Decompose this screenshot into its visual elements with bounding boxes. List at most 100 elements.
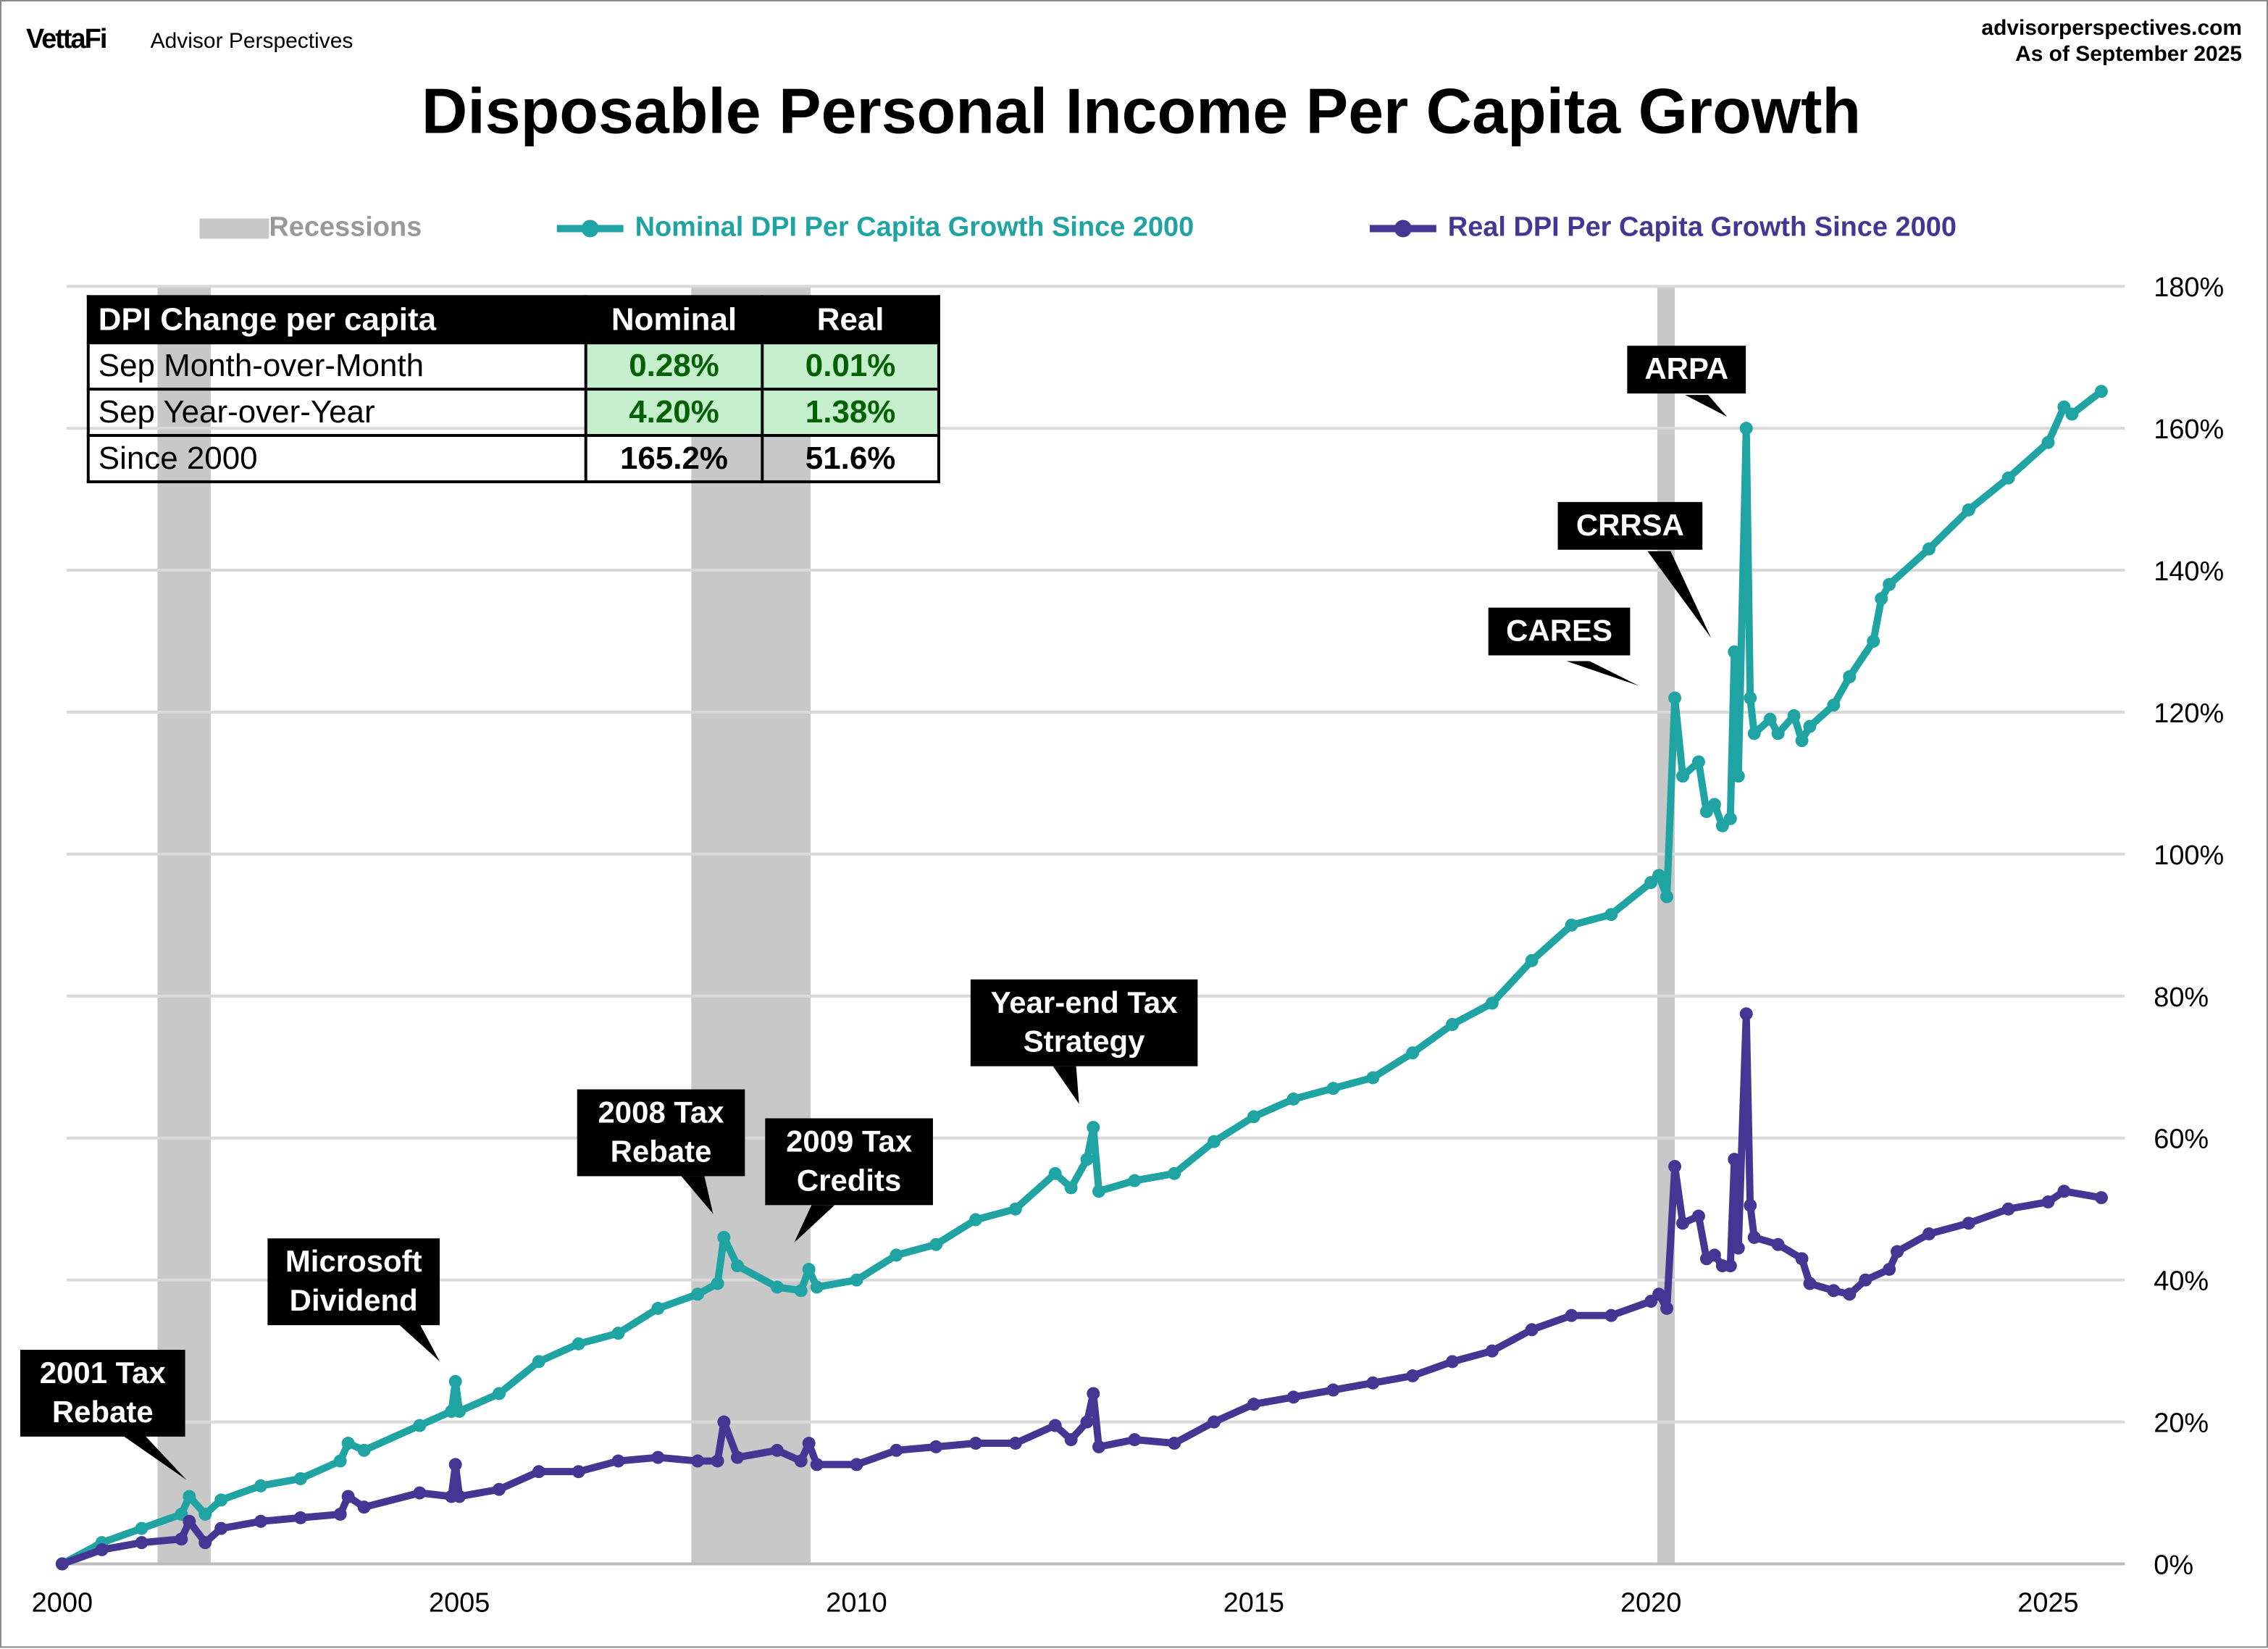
data-point (850, 1273, 863, 1287)
recession-band (1657, 286, 1675, 1564)
y-tick-label: 120% (2154, 698, 2224, 729)
legend-nominal: Nominal DPI Per Capita Growth Since 2000 (554, 213, 1194, 245)
legend-recessions: Recessions (199, 213, 422, 245)
data-point (1247, 1110, 1260, 1124)
data-point (1008, 1437, 1022, 1450)
table-header: DPI Change per capita (86, 295, 587, 345)
data-point (293, 1471, 307, 1485)
legend-real: Real DPI Per Capita Growth Since 2000 (1367, 213, 1957, 245)
data-point (1744, 1198, 1757, 1212)
data-point (1092, 1440, 1105, 1453)
data-point (357, 1500, 371, 1514)
annotation-pointer (395, 1321, 440, 1361)
data-point (1747, 1230, 1761, 1244)
data-point (532, 1355, 545, 1369)
data-point (1731, 1241, 1745, 1255)
data-point (1728, 1153, 1741, 1166)
data-point (1048, 1419, 1062, 1432)
data-point (1604, 908, 1618, 922)
data-point (1744, 691, 1757, 705)
data-point (1064, 1181, 1078, 1195)
data-point (1087, 1121, 1100, 1135)
data-point (1565, 918, 1578, 932)
data-point (448, 1458, 462, 1471)
data-point (611, 1454, 625, 1468)
data-point (572, 1465, 585, 1479)
annotation-crrsa: CRRSA (1557, 501, 1703, 550)
data-point (1771, 727, 1785, 740)
data-point (2094, 385, 2108, 398)
annotation-pointer (1647, 551, 1712, 638)
data-point (1208, 1135, 1221, 1148)
data-point (493, 1387, 506, 1400)
data-point (1366, 1071, 1380, 1085)
data-point (1128, 1174, 1142, 1187)
data-point (2065, 407, 2079, 421)
data-point (1922, 1227, 1936, 1240)
data-point (1883, 1263, 1896, 1276)
data-point (1652, 869, 1666, 882)
data-point (1922, 542, 1936, 556)
y-tick-label: 100% (2154, 840, 2224, 871)
data-point (611, 1327, 625, 1340)
data-point (969, 1213, 982, 1227)
real-value: 0.01% (761, 341, 940, 391)
annotation-microsoft-dividend: Microsoft Dividend (267, 1238, 440, 1326)
data-point (453, 1404, 466, 1418)
data-point (1366, 1376, 1380, 1390)
data-point (1795, 734, 1809, 748)
annotation-2008-tax-rebate: 2008 Tax Rebate (577, 1089, 745, 1177)
data-point (1080, 1415, 1094, 1429)
data-point (198, 1507, 212, 1521)
data-point (711, 1277, 724, 1290)
data-point (1525, 953, 1539, 967)
data-point (794, 1454, 808, 1468)
data-point (731, 1259, 744, 1273)
series-line-nominal (60, 388, 2104, 1567)
data-point (1962, 1216, 1975, 1230)
data-point (1827, 1284, 1841, 1298)
data-point (1406, 1046, 1420, 1060)
data-point (1565, 1308, 1578, 1322)
data-point (691, 1454, 705, 1468)
data-point (890, 1443, 903, 1457)
data-point (1859, 1273, 1872, 1287)
data-point (183, 1514, 196, 1528)
data-point (1691, 755, 1705, 769)
data-point (493, 1482, 506, 1496)
data-point (1326, 1082, 1340, 1095)
data-point (2094, 1191, 2108, 1205)
real-value: 51.6% (761, 434, 940, 483)
data-point (1660, 1301, 1674, 1315)
data-point (214, 1521, 228, 1535)
annotation-pointer (1053, 1066, 1079, 1104)
annotation-arpa: ARPA (1627, 346, 1746, 394)
table-header-row: DPI Change per capita Nominal Real (86, 295, 940, 345)
data-point (2001, 1202, 2015, 1216)
annotation-2009-tax-credits: 2009 Tax Credits (765, 1118, 933, 1206)
annotation-year-end-tax-strategy: Year-end Tax Strategy (970, 979, 1198, 1066)
data-point (1731, 769, 1745, 783)
data-point (1787, 709, 1801, 722)
x-tick-label: 2010 (826, 1587, 887, 1618)
data-point (717, 1230, 731, 1244)
data-point (1867, 635, 1880, 648)
data-point (1763, 712, 1777, 726)
data-point (731, 1450, 744, 1464)
data-point (1064, 1433, 1078, 1447)
y-tick-label: 160% (2154, 414, 2224, 445)
data-point (1092, 1185, 1105, 1198)
data-point (1691, 1209, 1705, 1223)
data-point (448, 1374, 462, 1388)
data-point (691, 1287, 705, 1301)
data-point (1048, 1166, 1062, 1180)
row-label: Sep Month-over-Month (86, 341, 587, 391)
data-point (1875, 592, 1888, 606)
data-point (333, 1507, 347, 1521)
data-point (1286, 1092, 1300, 1106)
data-point (802, 1263, 816, 1276)
data-point (1883, 577, 1896, 591)
dpi-summary-table: DPI Change per capita Nominal Real Sep M… (86, 295, 940, 483)
data-point (1739, 422, 1753, 435)
data-point (1080, 1153, 1094, 1166)
